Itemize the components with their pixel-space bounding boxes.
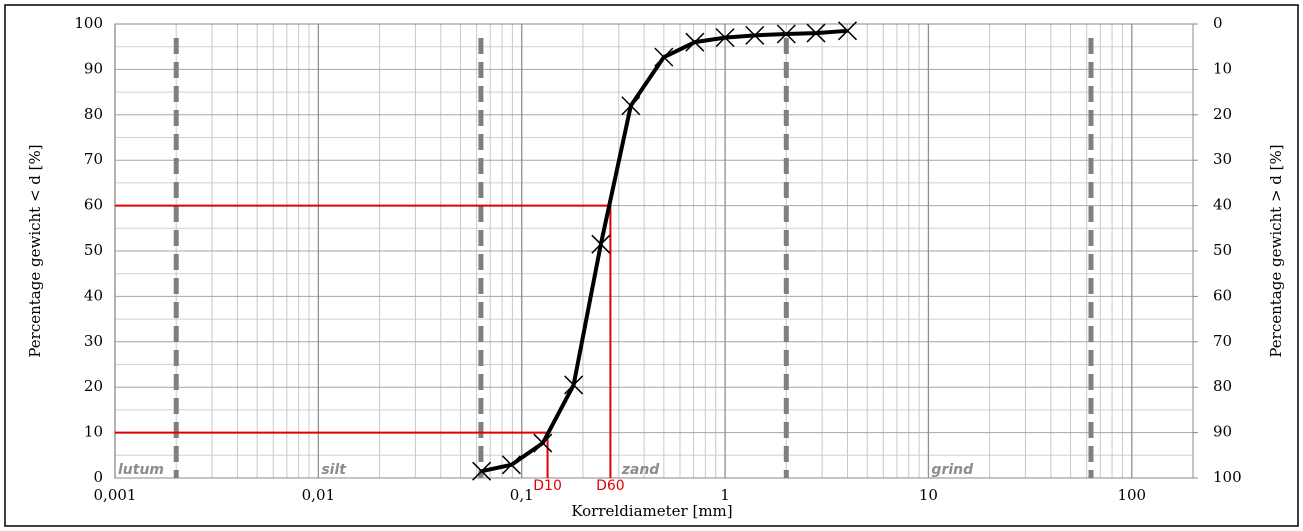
- y-tick-label: 100: [74, 14, 103, 32]
- data-marker: [654, 47, 674, 67]
- y-tick-label: 60: [84, 196, 103, 214]
- y-tick-label: 40: [84, 286, 103, 304]
- data-marker: [806, 23, 826, 43]
- y-tick-label: 90: [84, 59, 103, 77]
- y2-axis-label: Percentage gewicht > d [%]: [1267, 144, 1285, 357]
- reference-label: D10: [533, 478, 562, 494]
- y-axis-label: Percentage gewicht < d [%]: [26, 144, 44, 357]
- data-marker: [745, 25, 765, 45]
- y-tick-label: 10: [84, 423, 103, 441]
- region-label: grind: [931, 462, 974, 478]
- x-tick-label: 100: [1117, 486, 1146, 504]
- data-marker: [564, 375, 584, 395]
- y2-tick-label: 60: [1213, 286, 1232, 304]
- data-marker: [776, 24, 796, 44]
- data-marker: [837, 21, 858, 41]
- x-tick-label: 1: [720, 486, 730, 504]
- x-tick-label: 10: [919, 486, 938, 504]
- x-axis-label: Korreldiameter [mm]: [571, 502, 732, 520]
- reference-label: D60: [596, 478, 625, 494]
- data-marker: [685, 32, 705, 52]
- y2-tick-label: 100: [1213, 468, 1242, 486]
- y2-tick-label: 70: [1213, 332, 1232, 350]
- y2-tick-label: 20: [1213, 105, 1232, 123]
- y-tick-label: 0: [93, 468, 103, 486]
- y2-tick-label: 10: [1213, 59, 1232, 77]
- y-tick-label: 80: [84, 105, 103, 123]
- y2-tick-label: 0: [1213, 14, 1223, 32]
- x-tick-label: 0,1: [510, 486, 534, 504]
- y-tick-label: 50: [84, 241, 103, 259]
- region-label: lutum: [118, 462, 164, 478]
- x-tick-label: 0,001: [94, 486, 137, 504]
- data-marker: [621, 96, 641, 116]
- y-tick-label: 30: [84, 332, 103, 350]
- data-marker: [715, 28, 735, 48]
- data-marker: [472, 461, 492, 481]
- y-tick-label: 70: [84, 150, 103, 168]
- data-marker: [591, 234, 611, 254]
- y2-tick-label: 30: [1213, 150, 1232, 168]
- y2-tick-label: 50: [1213, 241, 1232, 259]
- region-label: silt: [321, 462, 347, 478]
- y2-tick-label: 40: [1213, 196, 1232, 214]
- data-marker: [533, 433, 553, 453]
- region-label: zand: [621, 462, 661, 478]
- data-marker: [501, 455, 521, 475]
- chart-frame: [4, 4, 1299, 527]
- y2-tick-label: 90: [1213, 423, 1232, 441]
- x-tick-label: 0,01: [302, 486, 335, 504]
- y2-tick-label: 80: [1213, 377, 1232, 395]
- y-tick-label: 20: [84, 377, 103, 395]
- plot-area: [114, 23, 1194, 479]
